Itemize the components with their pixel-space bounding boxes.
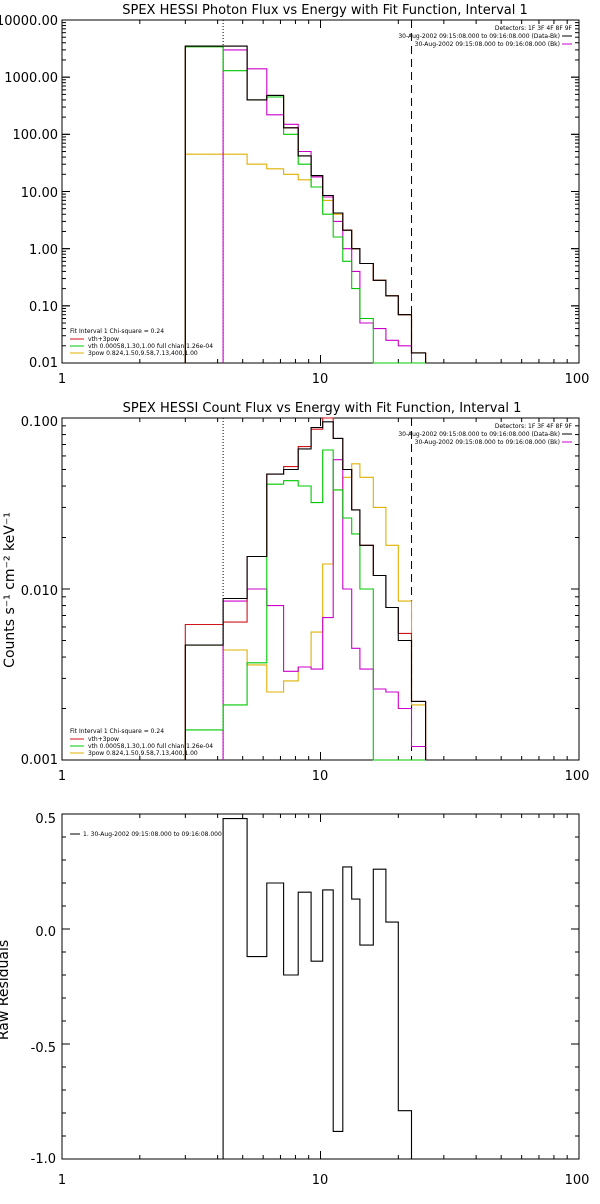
y-tick-label: 0.5	[35, 812, 56, 827]
y-tick-label: 0.01	[29, 356, 58, 371]
y-tick-label: -1.0	[31, 1152, 56, 1167]
detector-label: Detectors: 1F 3F 4F 8F 9F	[495, 423, 573, 430]
y-tick-label: 0.010	[21, 584, 58, 599]
y-tick-label: 0.100	[21, 415, 58, 430]
tick-marks	[61, 19, 580, 364]
series-group	[222, 818, 413, 1159]
tick-marks	[61, 813, 580, 1160]
plot-frame	[61, 813, 580, 1160]
data-interval-label: 30-Aug-2002 09:15:08.000 to 09:16:08.000…	[398, 431, 560, 438]
photon-flux-panel: SPEX HESSI Photon Flux vs Energy with Fi…	[0, 3, 589, 387]
detector-label: Detectors: 1F 3F 4F 8F 9F	[495, 25, 573, 32]
background-interval-label: 30-Aug-2002 09:15:08.000 to 09:16:08.000…	[415, 41, 560, 48]
y-tick-label: 0.001	[21, 753, 58, 768]
data-interval-label: 30-Aug-2002 09:15:08.000 to 09:16:08.000…	[398, 33, 560, 40]
chart-title: SPEX HESSI Count Flux vs Energy with Fit…	[123, 401, 522, 416]
power-law-component-step-series	[184, 153, 427, 363]
y-tick-label: 0.10	[29, 300, 58, 315]
residual-step-series	[222, 818, 413, 1159]
background-step-series	[222, 49, 426, 364]
fit-legend-title: Fit Interval 1 Chi-square = 0.24	[70, 728, 164, 735]
x-tick-label: 1	[58, 1173, 66, 1188]
x-tick-label: 10	[312, 1173, 329, 1188]
residual-legend-entry: 1. 30-Aug-2002 09:15:08.000 to 09:16:08.…	[83, 831, 222, 838]
plot-frame	[61, 19, 580, 364]
fit-total-step-series	[184, 45, 427, 363]
x-tick-label: 10	[312, 372, 329, 387]
thermal-component-step-series	[184, 449, 426, 761]
y-axis-label: Counts s⁻¹ cm⁻² keV⁻¹	[2, 512, 18, 668]
fit-legend-entry: vth+3pow	[88, 336, 119, 343]
x-tick-label: 1	[58, 372, 66, 387]
power-law-component-step-series	[184, 463, 427, 760]
y-tick-label: 0.0	[35, 925, 56, 940]
plot-frame	[61, 417, 580, 761]
x-tick-label: 100	[565, 372, 590, 387]
fit-legend-title: Fit Interval 1 Chi-square = 0.24	[70, 328, 164, 335]
data-total-step-series	[184, 45, 427, 363]
range-markers	[222, 20, 413, 363]
y-tick-label: -0.5	[31, 1041, 56, 1056]
y-tick-label: 1000.00	[4, 71, 58, 86]
y-tick-label: 1.00	[29, 243, 58, 258]
chart-title: SPEX HESSI Photon Flux vs Energy with Fi…	[122, 3, 528, 18]
y-tick-label: 10000.00	[0, 14, 58, 29]
series-group	[184, 417, 427, 761]
y-tick-label: 10.00	[21, 186, 58, 201]
x-tick-label: 1	[58, 769, 66, 784]
residuals-panel: Raw Residuals 0.5 0.0 -0.5 -1.0 1 10 100…	[0, 812, 589, 1188]
background-step-series	[222, 459, 427, 760]
fit-legend-entry: vth 0.00058,1.30,1.00 full chian 1.26e-0…	[88, 743, 213, 750]
thermal-component-step-series	[184, 46, 426, 364]
fit-legend-entry: vth 0.00058,1.30,1.00 full chian 1.26e-0…	[88, 343, 213, 350]
data-total-step-series	[184, 421, 427, 760]
y-tick-label: 100.00	[13, 128, 59, 143]
fit-legend-entry: 3pow 0.824,1.50,9.58,7.13,400,1.00	[88, 750, 198, 757]
fit-total-step-series	[184, 417, 427, 760]
x-tick-label: 10	[312, 769, 329, 784]
background-interval-label: 30-Aug-2002 09:15:08.000 to 09:16:08.000…	[415, 439, 560, 446]
fit-legend-entry: vth+3pow	[88, 736, 119, 743]
x-tick-label: 100	[565, 769, 590, 784]
y-axis-label: Raw Residuals	[0, 940, 12, 1040]
count-flux-panel: SPEX HESSI Count Flux vs Energy with Fit…	[2, 401, 589, 784]
series-group	[184, 45, 427, 364]
fit-legend-entry: 3pow 0.824,1.50,9.58,7.13,400,1.00	[88, 350, 198, 357]
tick-marks	[61, 417, 580, 761]
x-tick-label: 100	[565, 1173, 590, 1188]
